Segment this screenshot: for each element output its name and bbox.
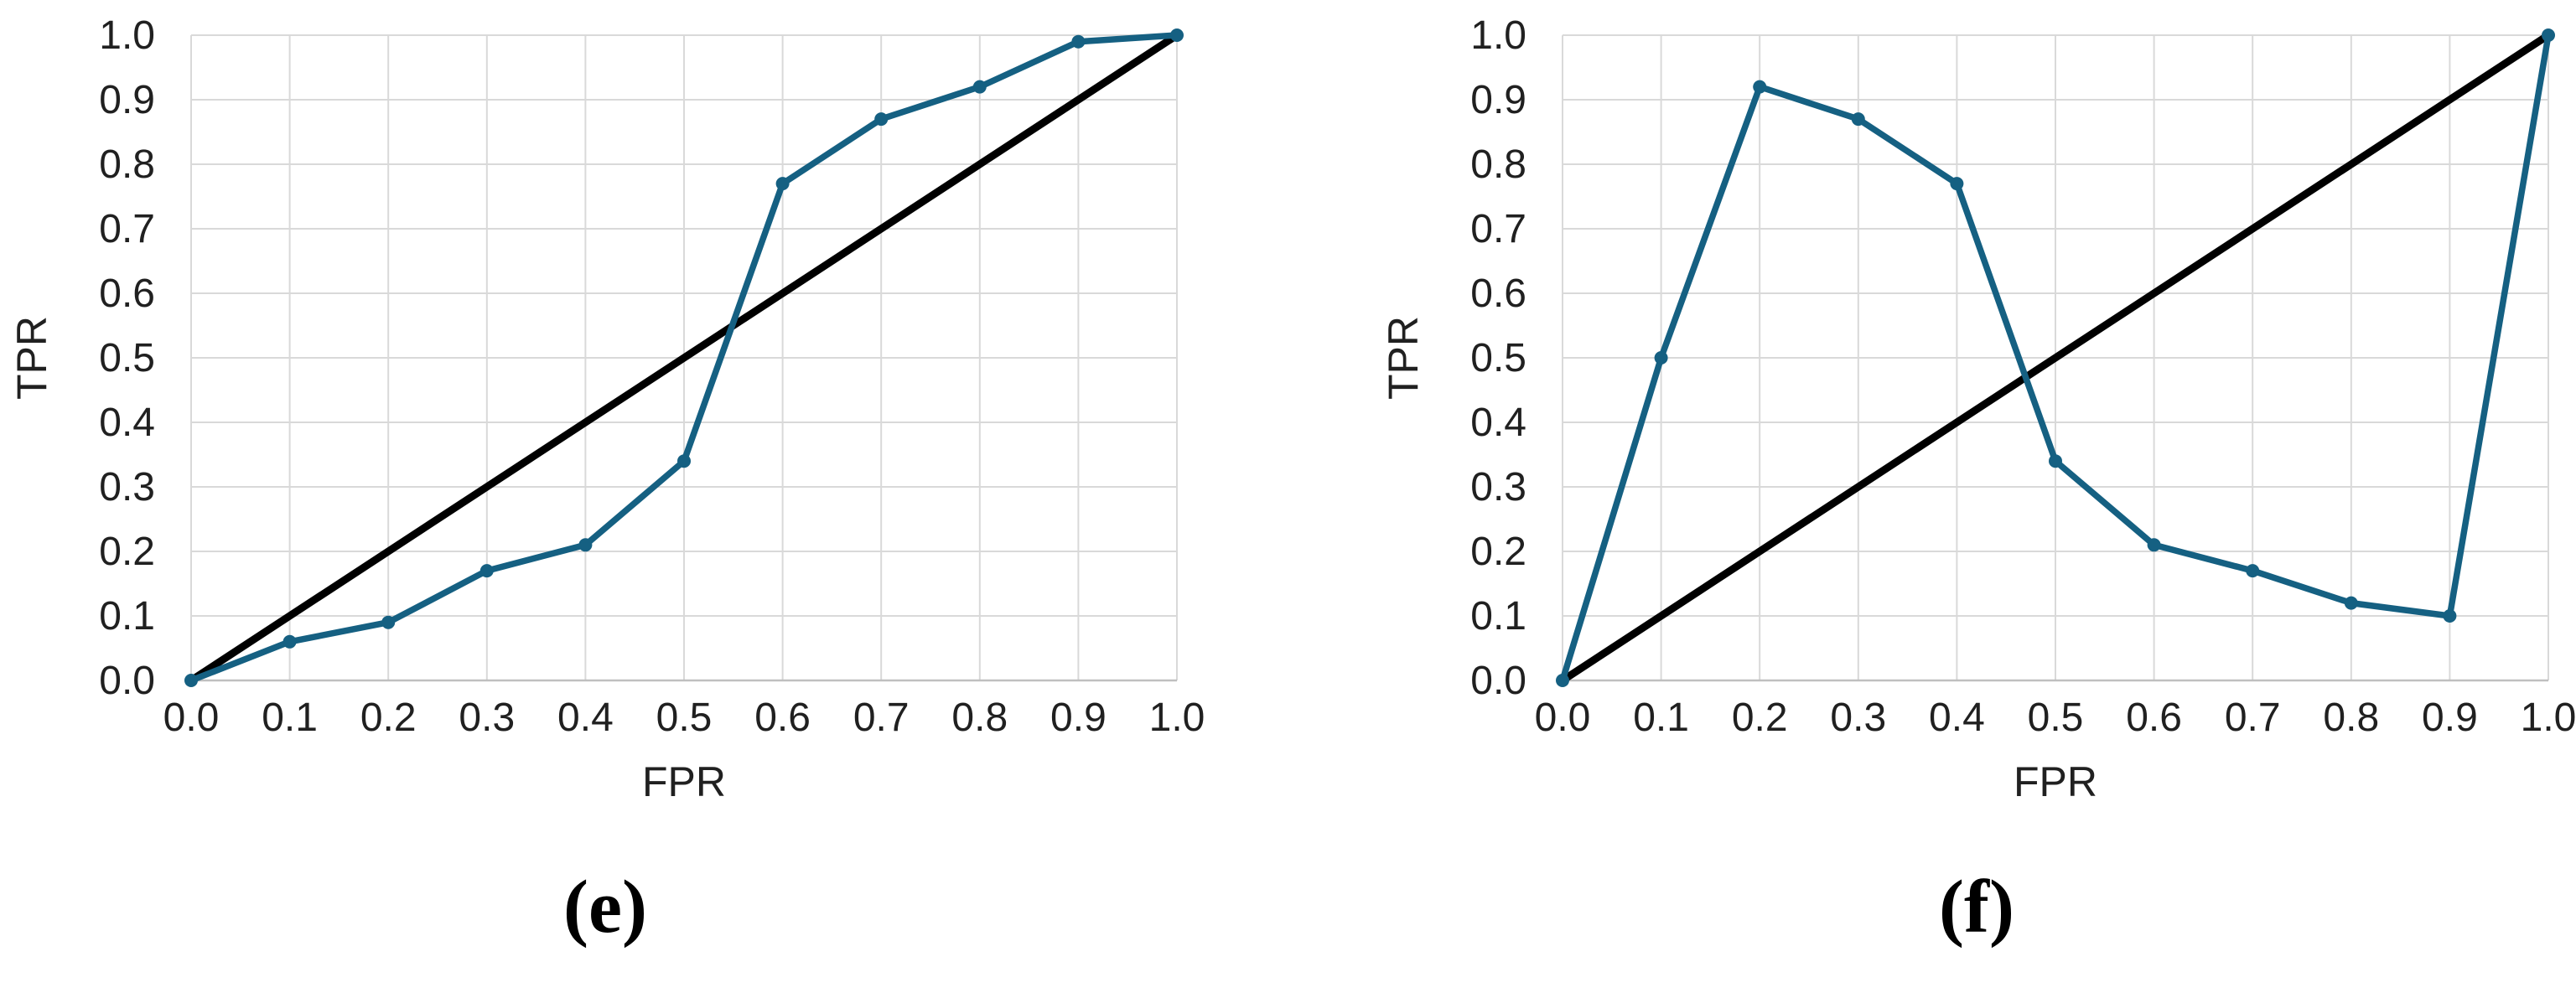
x-tick-label: 0.2 <box>360 696 417 740</box>
x-tick-label: 0.9 <box>1050 696 1107 740</box>
data-point-marker <box>381 615 396 629</box>
y-tick-label: 0.4 <box>1470 401 1526 445</box>
data-point-marker <box>1753 80 1767 94</box>
x-tick-label: 0.5 <box>656 696 713 740</box>
data-point-marker <box>282 634 297 649</box>
data-point-marker <box>2344 596 2358 610</box>
x-tick-label: 0.1 <box>262 696 318 740</box>
y-axis-title: TPR <box>1380 316 1427 400</box>
data-point-marker <box>184 674 198 687</box>
data-point-marker <box>874 112 889 127</box>
data-point-marker <box>677 454 691 468</box>
roc-chart-f: 0.0 0.1 0.2 0.3 0.4 0.5 0.6 0.7 0.8 0.9 1.0 0.0 0.1 0… <box>1380 13 2576 805</box>
data-point-marker <box>578 538 593 552</box>
data-point-marker <box>972 80 987 94</box>
y-tick-label: 0.0 <box>1470 659 1526 703</box>
x-tick-label: 0.0 <box>1535 696 1591 740</box>
x-tick-label: 0.4 <box>1929 696 1985 740</box>
y-tick-label: 0.8 <box>1470 142 1526 187</box>
x-tick-label: 0.7 <box>853 696 910 740</box>
y-tick-label: 0.2 <box>1470 530 1526 574</box>
panel-e-label: (e) <box>563 866 647 949</box>
y-tick-label: 0.3 <box>1470 465 1526 509</box>
y-tick-label: 0.1 <box>1470 594 1526 639</box>
y-tick-label: 1.0 <box>1470 13 1526 58</box>
x-tick-label: 0.5 <box>2028 696 2084 740</box>
data-point-marker <box>1851 112 1865 127</box>
y-tick-label: 0.1 <box>99 594 155 639</box>
chance-diagonal-line <box>1558 31 2553 685</box>
x-tick-label: 0.0 <box>163 696 220 740</box>
data-point-marker <box>775 177 790 191</box>
x-tick-label: 0.9 <box>2422 696 2478 740</box>
x-tick-label: 1.0 <box>2521 696 2576 740</box>
x-tick-label: 0.8 <box>951 696 1008 740</box>
data-point-marker <box>479 564 494 578</box>
y-tick-label: 0.0 <box>99 659 155 703</box>
data-point-marker <box>1071 34 1086 49</box>
x-tick-label: 0.8 <box>2323 696 2379 740</box>
y-tick-label: 1.0 <box>99 13 155 58</box>
y-tick-label: 0.3 <box>99 465 155 509</box>
panel-e: 0.0 0.1 0.2 0.3 0.4 0.5 0.6 0.7 0.8 0.9 1.0 0.0 0.1 0… <box>8 13 1205 949</box>
y-tick-label: 0.7 <box>1470 207 1526 251</box>
x-tick-label: 0.3 <box>459 696 515 740</box>
data-point-marker <box>2246 564 2260 578</box>
y-tick-label: 0.5 <box>1470 336 1526 380</box>
data-point-marker <box>2443 609 2457 623</box>
data-point-marker <box>2147 538 2161 552</box>
x-tick-label: 1.0 <box>1149 696 1205 740</box>
y-axis-title: TPR <box>8 316 55 400</box>
panel-f: 0.0 0.1 0.2 0.3 0.4 0.5 0.6 0.7 0.8 0.9 1.0 0.0 0.1 0… <box>1288 0 2576 993</box>
y-tick-label: 0.6 <box>1470 272 1526 316</box>
data-point-marker <box>2049 454 2062 468</box>
data-point-marker <box>1654 351 1668 365</box>
data-point-marker <box>2542 28 2555 42</box>
y-tick-label: 0.9 <box>99 78 155 122</box>
chance-diagonal-line <box>187 31 1181 685</box>
data-point-marker <box>1950 177 1964 191</box>
y-tick-label: 0.4 <box>99 401 155 445</box>
x-tick-label: 0.6 <box>754 696 811 740</box>
x-tick-label: 0.7 <box>2225 696 2281 740</box>
y-tick-label: 0.6 <box>99 272 155 316</box>
panel-f-label: (f) <box>1939 866 2014 949</box>
x-axis-title: FPR <box>642 758 726 805</box>
y-tick-label: 0.9 <box>1470 78 1526 122</box>
data-point-marker <box>1170 28 1184 42</box>
data-point-marker <box>1556 674 1569 687</box>
y-tick-label: 0.5 <box>99 336 155 380</box>
x-tick-label: 0.2 <box>1732 696 1788 740</box>
x-axis-title: FPR <box>2014 758 2097 805</box>
x-tick-label: 0.4 <box>557 696 614 740</box>
y-tick-label: 0.8 <box>99 142 155 187</box>
y-tick-label: 0.2 <box>99 530 155 574</box>
y-tick-label: 0.7 <box>99 207 155 251</box>
x-tick-label: 0.6 <box>2126 696 2182 740</box>
x-tick-label: 0.1 <box>1633 696 1689 740</box>
roc-chart-e: 0.0 0.1 0.2 0.3 0.4 0.5 0.6 0.7 0.8 0.9 1.0 0.0 0.1 0… <box>8 13 1205 805</box>
x-tick-label: 0.3 <box>1830 696 1886 740</box>
